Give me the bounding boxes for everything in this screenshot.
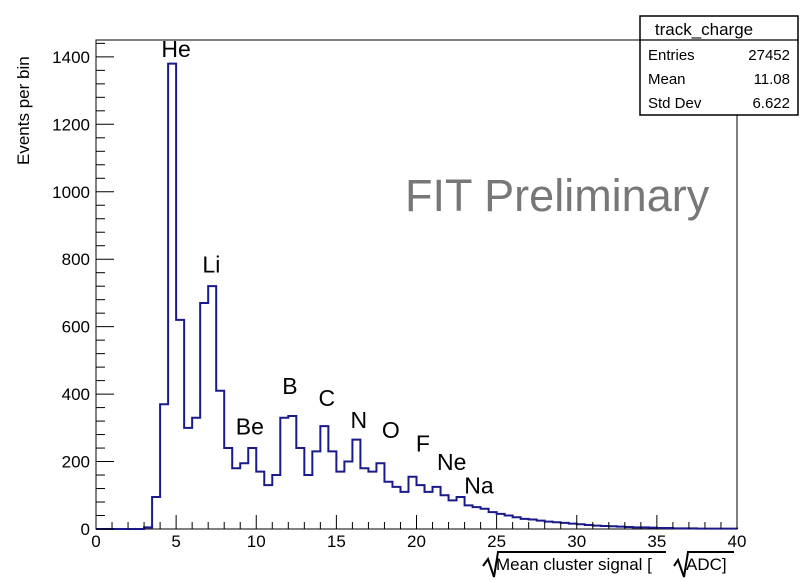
x-tick-label: 5	[171, 532, 180, 551]
peak-label: Be	[236, 414, 264, 440]
y-tick-label: 800	[62, 250, 90, 269]
y-tick-label: 1000	[52, 183, 90, 202]
y-tick-label: 400	[62, 385, 90, 404]
y-axis-ticks	[96, 42, 114, 530]
x-tick-label: 20	[407, 532, 426, 551]
x-tick-label: 30	[567, 532, 586, 551]
stats-stddev-label: Std Dev	[648, 95, 702, 112]
peak-label: N	[350, 407, 367, 433]
peak-label: C	[318, 385, 335, 411]
stats-box-frame	[639, 15, 799, 116]
peak-label: Na	[464, 473, 494, 499]
y-tick-label: 200	[62, 453, 90, 472]
x-tick-label: 40	[728, 532, 747, 551]
x-axis-tick-labels: 0 5 10 15 20 25 30 35 40	[91, 532, 746, 551]
stats-mean-value: 11.08	[754, 71, 790, 88]
stats-entries-label: Entries	[648, 47, 695, 64]
stats-entries-value: 27452	[748, 47, 790, 64]
stats-box: track_charge Entries 27452 Mean 11.08 St…	[639, 15, 799, 116]
x-axis-ticks	[95, 515, 738, 529]
sqrt-symbol-icon	[482, 551, 666, 578]
peak-label: O	[382, 417, 400, 443]
stats-box-title: track_charge	[655, 20, 753, 39]
histogram-line	[96, 62, 738, 530]
x-axis-title-text: Mean cluster signal [	[496, 555, 652, 574]
x-tick-label: 25	[487, 532, 506, 551]
peak-label: Li	[202, 252, 220, 278]
peak-label: B	[282, 373, 297, 399]
y-tick-label: 1400	[52, 48, 90, 67]
x-tick-label: 10	[247, 532, 266, 551]
sqrt-symbol-icon-unit	[673, 551, 734, 578]
peak-label: F	[416, 430, 430, 456]
y-tick-label: 0	[81, 520, 90, 539]
x-tick-label: 15	[327, 532, 346, 551]
stats-stddev-value: 6.622	[752, 95, 790, 112]
y-tick-label: 600	[62, 318, 90, 337]
x-axis-title-unit: ADC]	[686, 555, 727, 574]
preliminary-watermark: FIT Preliminary	[405, 170, 710, 221]
y-axis-title: Events per bin	[14, 56, 33, 165]
peak-label: Ne	[437, 449, 466, 475]
stats-mean-label: Mean	[648, 71, 686, 88]
peak-label: He	[161, 36, 190, 62]
y-axis-tick-labels: 0 200 400 600 800 1000 1200 1400	[52, 48, 90, 539]
x-axis-title: Mean cluster signal [ ADC]	[482, 551, 734, 578]
x-tick-label: 0	[91, 532, 100, 551]
x-tick-label: 35	[647, 532, 666, 551]
y-tick-label: 1200	[52, 115, 90, 134]
